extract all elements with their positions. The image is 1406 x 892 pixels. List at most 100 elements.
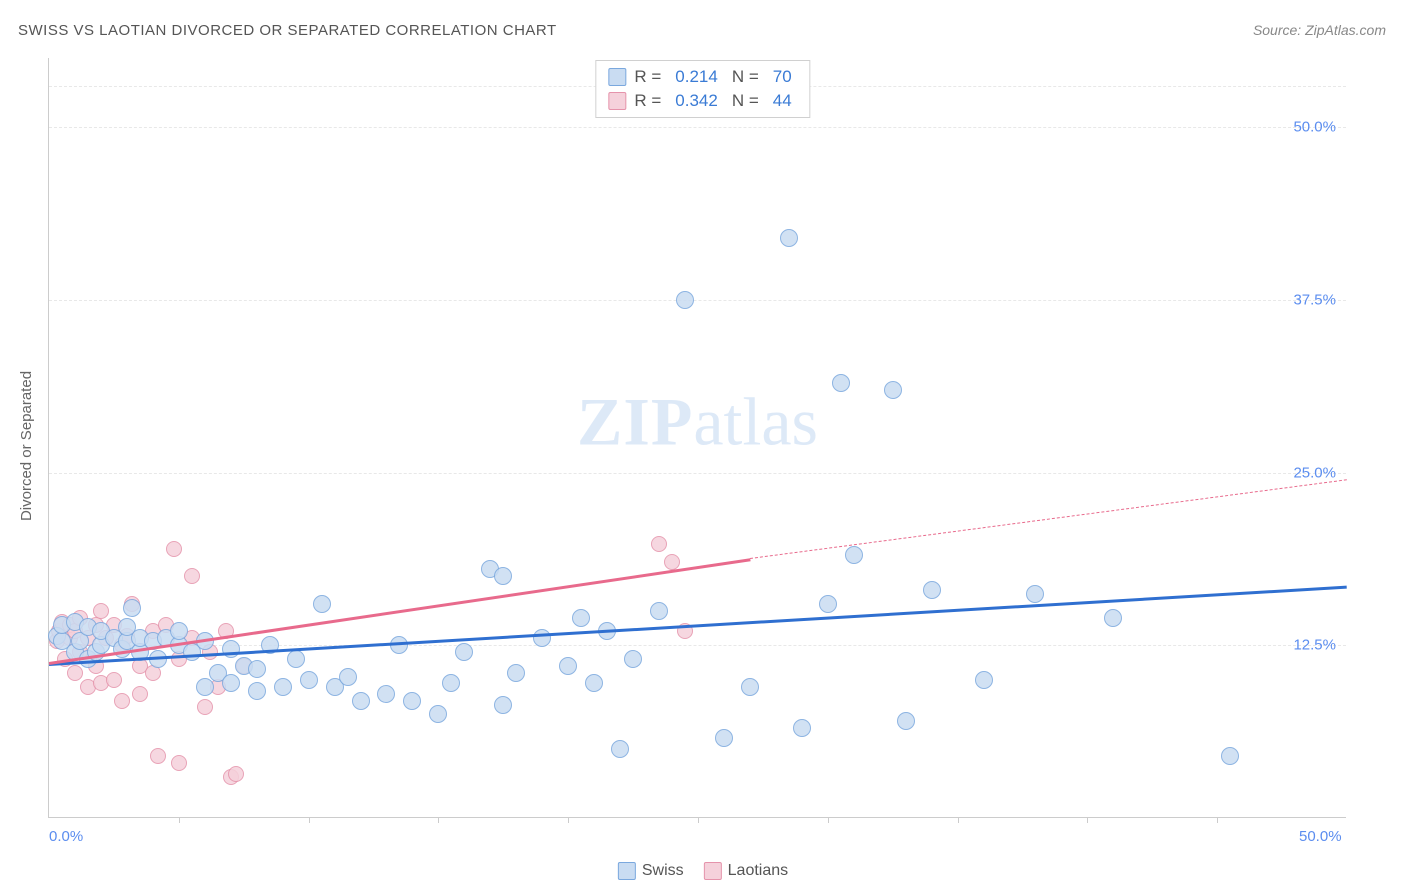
swiss-marker [780,229,798,247]
bottom-legend: Swiss Laotians [618,862,788,880]
y-tick-label: 50.0% [1293,119,1336,136]
laotians-marker [132,686,148,702]
swiss-marker [650,602,668,620]
swiss-marker [248,682,266,700]
swiss-marker [559,657,577,675]
y-tick-label: 12.5% [1293,637,1336,654]
swiss-marker [339,668,357,686]
swiss-marker [403,692,421,710]
x-minor-tick [1217,817,1218,823]
watermark-light: atlas [693,384,818,460]
swiss-marker [611,740,629,758]
swiss-marker [585,674,603,692]
y-axis-label: Divorced or Separated [18,371,35,521]
trendline [49,586,1347,666]
laotians-marker [171,755,187,771]
laotians-marker [93,603,109,619]
gridline [49,473,1346,474]
x-minor-tick [309,817,310,823]
laotians-marker [106,672,122,688]
swiss-marker [352,692,370,710]
gridline [49,645,1346,646]
laotians-marker [184,568,200,584]
swiss-marker [975,671,993,689]
swiss-marker [494,696,512,714]
swiss-marker [741,678,759,696]
x-minor-tick [1087,817,1088,823]
swiss-marker [819,595,837,613]
laotians-marker [150,748,166,764]
swiss-marker [884,381,902,399]
stat-N-label: N = [732,91,759,111]
watermark-bold: ZIP [577,384,693,460]
swiss-marker [287,650,305,668]
swiss-marker [274,678,292,696]
stat-R-label: R = [634,91,661,111]
legend-stats-row-swiss: R = 0.214 N = 70 [608,65,797,89]
legend-item-swiss: Swiss [618,862,684,880]
swiss-marker [624,650,642,668]
swiss-marker [313,595,331,613]
swiss-marker [507,664,525,682]
stat-N-label: N = [732,67,759,87]
swiss-marker [442,674,460,692]
y-tick-label: 37.5% [1293,291,1336,308]
swiss-swatch-icon [608,68,626,86]
x-minor-tick [179,817,180,823]
x-minor-tick [698,817,699,823]
plot-area: ZIPatlas 12.5%25.0%37.5%50.0%0.0%50.0% [48,58,1346,818]
swiss-marker [1104,609,1122,627]
swiss-marker [533,629,551,647]
chart-container: SWISS VS LAOTIAN DIVORCED OR SEPARATED C… [0,0,1406,892]
swiss-marker [300,671,318,689]
x-tick-label: 0.0% [49,828,83,845]
swiss-marker [572,609,590,627]
laotians-swatch-icon [704,862,722,880]
chart-title: SWISS VS LAOTIAN DIVORCED OR SEPARATED C… [18,22,557,39]
swiss-marker [845,546,863,564]
swiss-marker [170,622,188,640]
legend-stats-box: R = 0.214 N = 70 R = 0.342 N = 44 [595,60,810,118]
swiss-marker [222,640,240,658]
gridline [49,127,1346,128]
laotians-marker [197,699,213,715]
laotians-marker [228,766,244,782]
swiss-marker [123,599,141,617]
stat-R-label: R = [634,67,661,87]
swiss-R-value: 0.214 [675,67,718,87]
laotians-swatch-icon [608,92,626,110]
swiss-marker [793,719,811,737]
legend-label-swiss: Swiss [642,862,684,880]
swiss-marker [1026,585,1044,603]
swiss-marker [390,636,408,654]
laotians-marker [166,541,182,557]
swiss-marker [248,660,266,678]
swiss-marker [377,685,395,703]
laotians-marker [114,693,130,709]
swiss-marker [222,674,240,692]
chart-source: Source: ZipAtlas.com [1253,22,1386,38]
laotians-R-value: 0.342 [675,91,718,111]
swiss-marker [429,705,447,723]
legend-item-laotians: Laotians [704,862,789,880]
swiss-marker [923,581,941,599]
swiss-marker [196,678,214,696]
laotians-N-value: 44 [773,91,792,111]
trendline-dashed [750,479,1347,559]
legend-label-laotians: Laotians [728,862,789,880]
swiss-marker [715,729,733,747]
y-tick-label: 25.0% [1293,464,1336,481]
gridline [49,300,1346,301]
x-minor-tick [438,817,439,823]
swiss-swatch-icon [618,862,636,880]
legend-stats-row-laotians: R = 0.342 N = 44 [608,89,797,113]
x-minor-tick [828,817,829,823]
x-minor-tick [568,817,569,823]
x-minor-tick [958,817,959,823]
swiss-marker [832,374,850,392]
laotians-marker [67,665,83,681]
swiss-marker [1221,747,1239,765]
swiss-marker [676,291,694,309]
swiss-marker [897,712,915,730]
laotians-marker [651,536,667,552]
